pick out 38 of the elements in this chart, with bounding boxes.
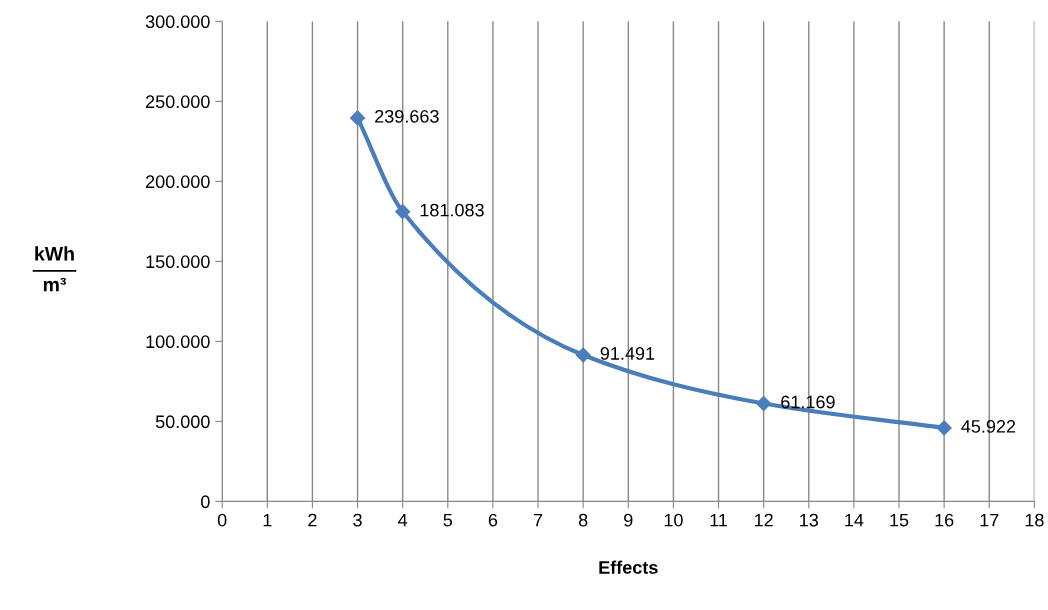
x-tick-label: 9	[624, 513, 633, 527]
x-tick-label: 1	[263, 513, 272, 527]
x-tick-label: 6	[488, 513, 498, 527]
y-tick-label: 300.000	[145, 15, 210, 29]
data-label: 45.922	[961, 420, 1016, 433]
data-label: 61.169	[781, 395, 835, 409]
y-tick-label: 150.000	[146, 255, 210, 269]
point	[575, 347, 591, 363]
x-tick-label: 15	[890, 513, 909, 527]
data-label: 239.663	[375, 109, 439, 123]
y-axis-title: kWh m³	[35, 246, 74, 292]
x-tick-label: 4	[398, 513, 408, 527]
x-tick-label: 17	[980, 513, 999, 527]
x-tick-label: 18	[1025, 513, 1044, 527]
x-tick-label: 7	[533, 513, 543, 527]
y-tick-label: 250.000	[146, 95, 210, 109]
point	[349, 110, 366, 126]
x-tick-label: 8	[578, 513, 588, 527]
point	[756, 395, 772, 412]
point	[395, 204, 411, 220]
data-label: 181.083	[420, 203, 484, 217]
x-tick-label: 14	[845, 513, 864, 527]
point	[936, 420, 952, 436]
x-tick-label: 16	[935, 513, 954, 527]
x-tick-label: 10	[664, 513, 683, 527]
x-tick-label: 5	[443, 513, 453, 527]
x-tick-label: 13	[800, 513, 819, 527]
x-tick-label: 11	[710, 513, 728, 527]
y-tick-label: 100.000	[146, 335, 210, 349]
x-tick-label: 12	[754, 513, 773, 527]
x-tick-label: 2	[308, 513, 317, 527]
data-label: 91.491	[600, 347, 655, 360]
x-tick-label: 0	[217, 513, 227, 527]
y-tick-label: 50.000	[155, 415, 210, 429]
x-axis-title: Effects	[599, 560, 658, 574]
x-tick-label: 3	[353, 513, 362, 527]
y-tick-label: 0	[201, 495, 210, 509]
y-tick-label: 200.000	[146, 175, 210, 189]
